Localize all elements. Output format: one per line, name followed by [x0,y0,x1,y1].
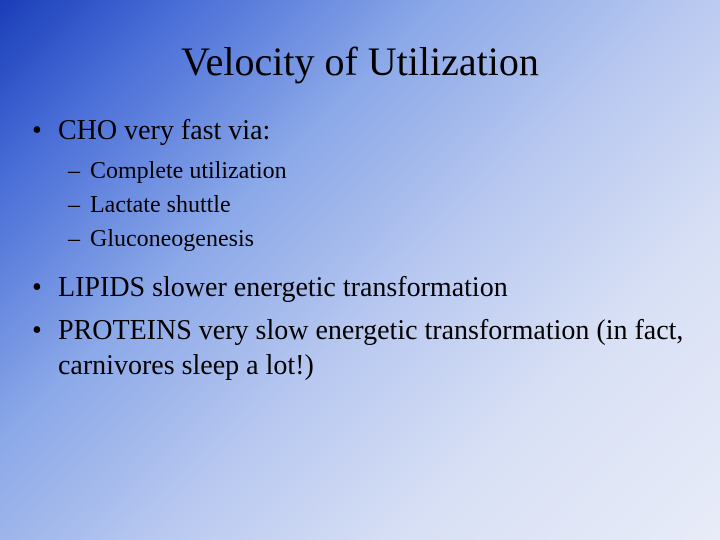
bullet-text: LIPIDS slower energetic transformation [58,270,690,305]
dash-marker-icon: – [68,224,90,254]
bullet-level1: • CHO very fast via: [30,113,690,148]
slide-body: • CHO very fast via: – Complete utilizat… [0,113,720,383]
spacing [30,258,690,270]
bullet-level1: • LIPIDS slower energetic transformation [30,270,690,305]
bullet-marker-icon: • [30,270,58,305]
bullet-marker-icon: • [30,313,58,348]
bullet-level1: • PROTEINS very slow energetic transform… [30,313,690,383]
bullet-text: Lactate shuttle [90,190,690,220]
bullet-level2: – Lactate shuttle [30,190,690,220]
bullet-level2: – Gluconeogenesis [30,224,690,254]
bullet-marker-icon: • [30,113,58,148]
bullet-text: Gluconeogenesis [90,224,690,254]
slide-title: Velocity of Utilization [0,0,720,113]
bullet-text: PROTEINS very slow energetic transformat… [58,313,690,383]
bullet-text: CHO very fast via: [58,113,690,148]
dash-marker-icon: – [68,156,90,186]
bullet-text: Complete utilization [90,156,690,186]
dash-marker-icon: – [68,190,90,220]
bullet-level2: – Complete utilization [30,156,690,186]
